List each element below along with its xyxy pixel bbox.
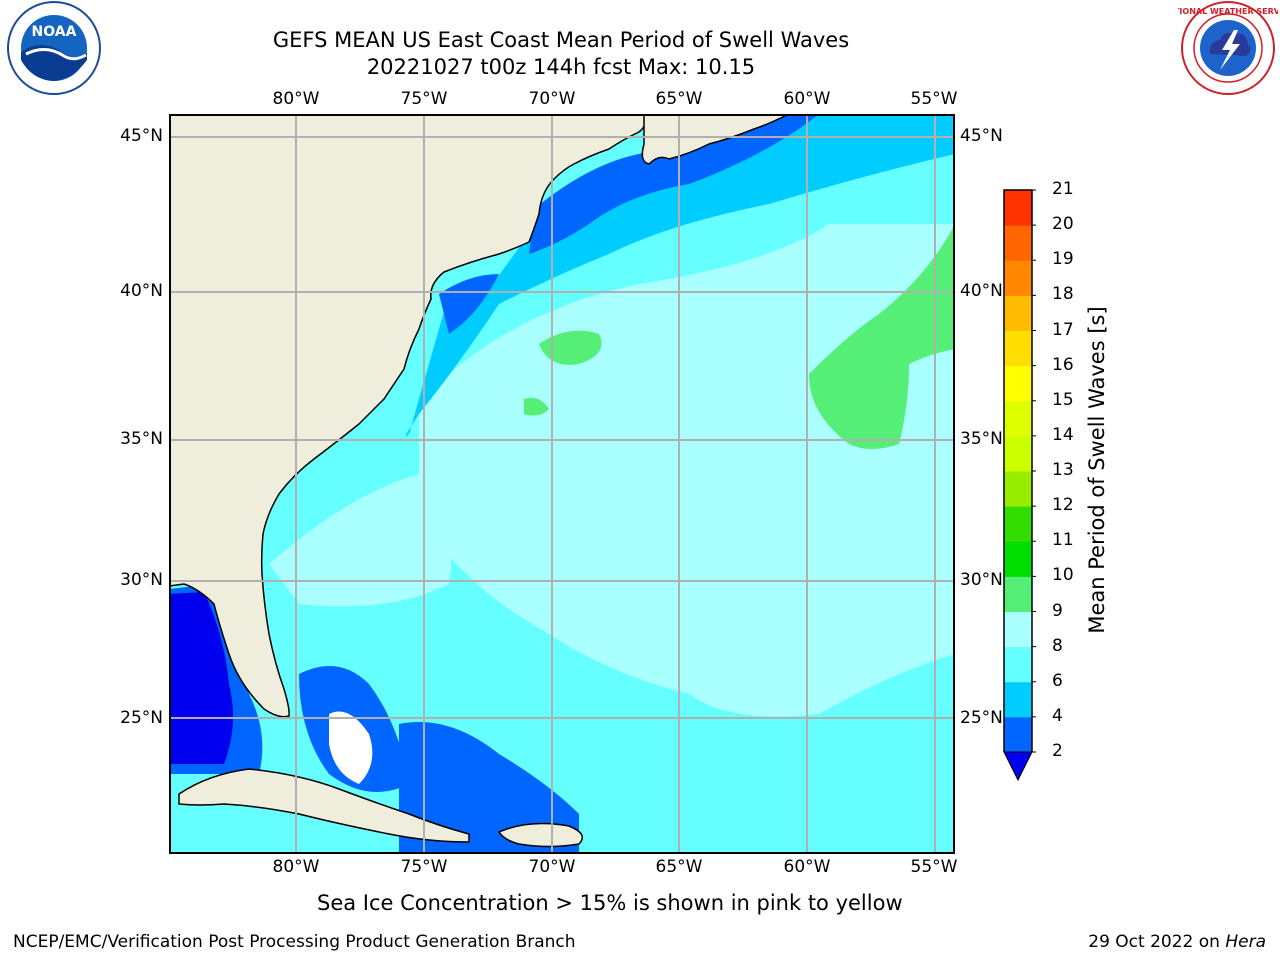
colorbar-tick-label: 13 bbox=[1052, 460, 1074, 480]
colorbar-bin bbox=[1004, 365, 1032, 402]
credit-text: NCEP/EMC/Verification Post Processing Pr… bbox=[13, 932, 576, 952]
lat-tick-left: 25°N bbox=[120, 708, 163, 728]
colorbar-tick-label: 21 bbox=[1052, 179, 1074, 199]
colorbar-bin bbox=[1004, 681, 1032, 718]
lon-tick-bottom: 65°W bbox=[655, 857, 703, 877]
field-caribbean bbox=[399, 722, 579, 854]
land-hispaniola bbox=[497, 822, 584, 848]
colorbar-bin bbox=[1004, 506, 1032, 542]
lat-tick-left: 30°N bbox=[120, 570, 163, 590]
lon-tick-bottom: 60°W bbox=[783, 857, 831, 877]
colorbar bbox=[1003, 189, 1036, 782]
lat-tick-right: 30°N bbox=[960, 570, 1003, 590]
colorbar-bin bbox=[1004, 260, 1032, 296]
chart-title: GEFS MEAN US East Coast Mean Period of S… bbox=[272, 28, 850, 52]
sea-ice-note: Sea Ice Concentration > 15% is shown in … bbox=[317, 891, 903, 915]
lon-tick-bottom: 70°W bbox=[528, 857, 576, 877]
lon-tick-bottom: 55°W bbox=[910, 857, 958, 877]
colorbar-tick-label: 18 bbox=[1052, 284, 1074, 305]
colorbar-tick-label: 15 bbox=[1052, 389, 1074, 410]
colorbar-bin bbox=[1004, 646, 1032, 683]
colorbar-tick-label: 14 bbox=[1052, 424, 1074, 445]
field-8-9s-west bbox=[269, 474, 451, 607]
colorbar-bin bbox=[1004, 541, 1032, 577]
colorbar-bin bbox=[1004, 225, 1032, 261]
run-date-text: 29 Oct 2022 on bbox=[1088, 932, 1226, 952]
nws-logo: NATIONAL WEATHER SERVICE bbox=[1178, 1, 1278, 95]
field-2-4s-coast bbox=[439, 274, 499, 334]
land-us-east-coast bbox=[169, 114, 647, 718]
colorbar-bin bbox=[1004, 471, 1032, 507]
lon-tick-top: 60°W bbox=[783, 89, 831, 109]
lon-tick-top: 80°W bbox=[272, 89, 320, 109]
chart-subtitle: 20221027 t00z 144h fcst Max: 10.15 bbox=[366, 55, 756, 79]
colorbar-bin bbox=[1004, 400, 1032, 437]
colorbar-tick-label: 9 bbox=[1052, 600, 1063, 621]
colorbar-tick-label: 19 bbox=[1052, 249, 1074, 270]
colorbar-extend-arrow bbox=[1003, 751, 1033, 782]
colorbar-tick-label: 8 bbox=[1052, 635, 1063, 656]
lat-tick-right: 40°N bbox=[960, 281, 1003, 301]
colorbar-tick-label: 20 bbox=[1052, 214, 1074, 235]
map-frame bbox=[169, 114, 955, 854]
field-4-6s-coast bbox=[405, 290, 499, 437]
colorbar-tick-label: 4 bbox=[1052, 705, 1063, 726]
map-gridlines bbox=[169, 114, 955, 854]
noaa-logo-text: NOAA bbox=[32, 24, 77, 40]
colorbar-tick-label: 12 bbox=[1052, 495, 1074, 516]
colorbar-bin bbox=[1004, 190, 1032, 226]
field-gulf-deep bbox=[169, 592, 233, 764]
lon-tick-top: 70°W bbox=[528, 89, 576, 109]
colorbar-tick-label: 17 bbox=[1052, 319, 1074, 340]
colorbar-bin bbox=[1004, 716, 1032, 753]
run-date: 29 Oct 2022 on Hera bbox=[1088, 932, 1266, 952]
lon-tick-bottom: 75°W bbox=[400, 857, 448, 877]
lon-tick-top: 55°W bbox=[910, 89, 958, 109]
colorbar-tick-label: 2 bbox=[1052, 741, 1063, 761]
swell-period-map bbox=[169, 114, 955, 854]
lon-tick-top: 75°W bbox=[400, 89, 448, 109]
lon-tick-top: 65°W bbox=[655, 89, 703, 109]
noaa-logo: NOAA bbox=[7, 1, 101, 95]
land-cuba bbox=[178, 768, 470, 843]
colorbar-bin bbox=[1004, 611, 1032, 648]
field-4-6s-north bbox=[449, 114, 955, 344]
colorbar-tick-label: 16 bbox=[1052, 354, 1074, 375]
field-2-4s-north bbox=[529, 114, 819, 254]
lat-tick-left: 35°N bbox=[120, 429, 163, 449]
colorbar-bin bbox=[1004, 576, 1032, 612]
nws-ring-text: NATIONAL WEATHER SERVICE bbox=[1178, 7, 1278, 16]
run-machine: Hera bbox=[1225, 932, 1266, 952]
colorbar-tick-label: 6 bbox=[1052, 670, 1063, 691]
lat-tick-right: 45°N bbox=[960, 126, 1003, 146]
lat-tick-left: 45°N bbox=[120, 126, 163, 146]
lat-tick-left: 40°N bbox=[120, 281, 163, 301]
field-bahamas-white bbox=[329, 711, 373, 784]
colorbar-bin bbox=[1004, 330, 1032, 367]
colorbar-tick-label: 10 bbox=[1052, 565, 1074, 586]
field-9-10s-small bbox=[524, 397, 549, 416]
colorbar-bin bbox=[1004, 295, 1032, 331]
field-9-10s-mid bbox=[539, 330, 602, 365]
field-9-10s-east bbox=[809, 224, 955, 449]
lat-tick-right: 25°N bbox=[960, 708, 1003, 728]
lon-tick-bottom: 80°W bbox=[272, 857, 320, 877]
colorbar-tick-label: 11 bbox=[1052, 530, 1074, 551]
colorbar-bin bbox=[1004, 435, 1032, 472]
colorbar-title: Mean Period of Swell Waves [s] bbox=[1085, 306, 1109, 634]
lat-tick-right: 35°N bbox=[960, 429, 1003, 449]
